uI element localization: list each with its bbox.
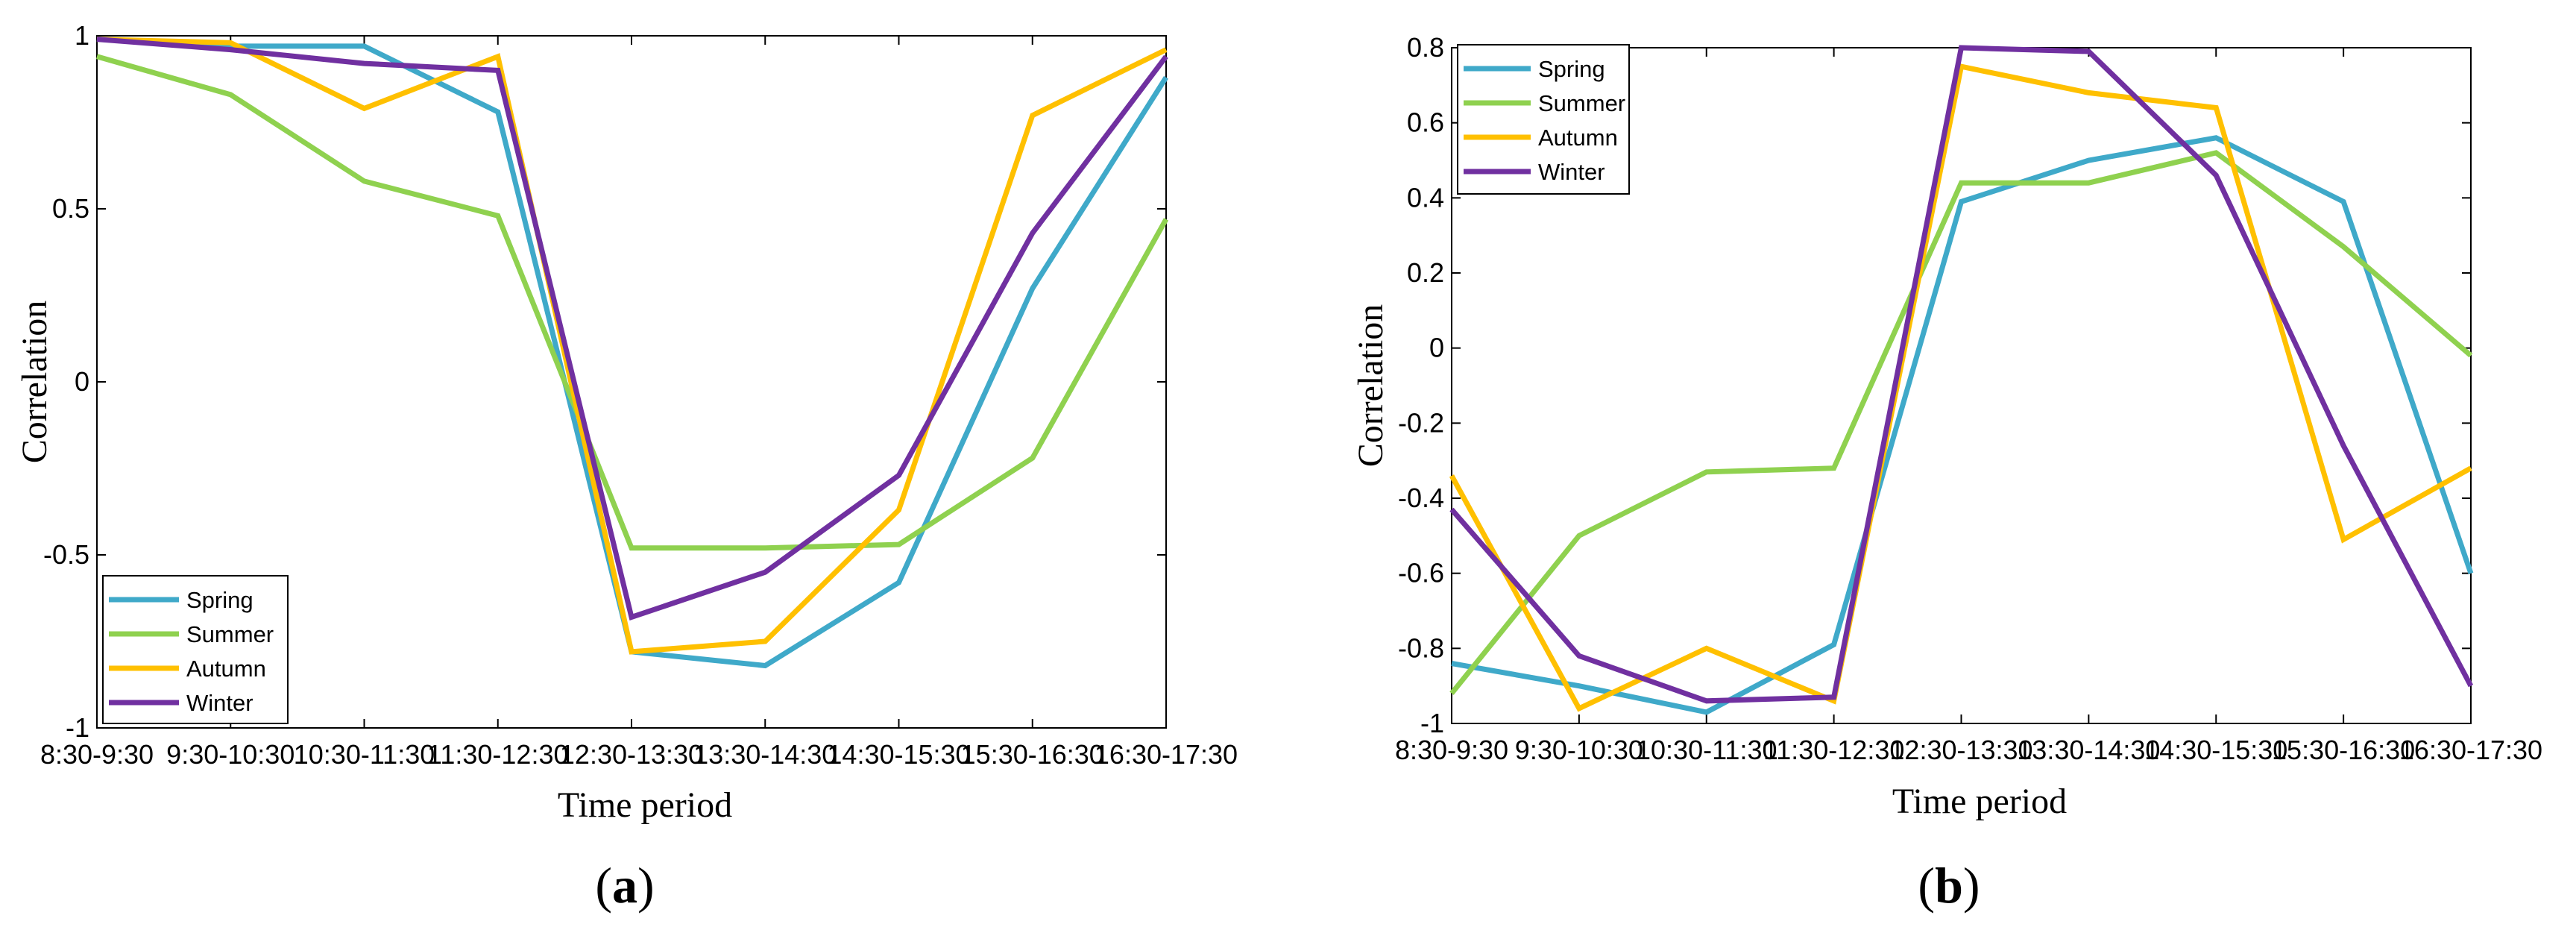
y-axis-a: -1 -0.5 0 0.5 1 — [43, 20, 1166, 743]
legend-label-summer-a: Summer — [186, 621, 274, 647]
x-tick-label-a: 12:30-13:30 — [560, 739, 703, 770]
panel-label-b: (b) — [1918, 857, 1980, 914]
x-tick-label-a: 9:30-10:30 — [166, 739, 295, 770]
chart-panel-a: -1 -0.5 0 0.5 1 8:30-9:30 9:30-10:3010:30-11:… — [15, 20, 1238, 914]
x-tick-label-a: 15:30-16:30 — [961, 739, 1104, 770]
y-axis-title-b: Correlation — [1351, 304, 1391, 468]
legend-label-spring-b: Spring — [1538, 56, 1605, 82]
x-tick-label-b: 11:30-12:30 — [1763, 735, 1905, 765]
x-axis-title-b: Time period — [1892, 782, 2067, 821]
y-tick-label-a: -1 — [66, 712, 89, 743]
series-line-winter-a — [96, 37, 1168, 621]
x-tick-label-b: 15:30-16:30 — [2272, 735, 2415, 765]
x-tick-label-b: 14:30-15:30 — [2144, 735, 2287, 765]
series-line-summer-a — [96, 54, 1169, 551]
x-tick-label-a: 16:30-17:30 — [1095, 739, 1238, 770]
y-axis-b: -1 -0.8 -0.6 -0.4 -0.2 0 0.2 0.4 0.6 0.8 — [1398, 32, 2471, 738]
legend-b: Spring Summer Autumn Winter — [1457, 44, 1630, 195]
legend-label-summer-b: Summer — [1538, 90, 1625, 116]
y-tick-label-b: 0.2 — [1407, 257, 1444, 288]
series-line-summer-b — [1449, 150, 2473, 695]
y-tick-label-a: 1 — [75, 20, 89, 51]
legend-label-winter-b: Winter — [1538, 159, 1605, 185]
y-tick-label-b: -0.8 — [1398, 632, 1444, 663]
x-tick-label-a: 13:30-14:30 — [693, 739, 837, 770]
y-tick-label-a: 0.5 — [52, 193, 89, 224]
y-tick-label-a: 0 — [75, 366, 89, 397]
legend-label-autumn-a: Autumn — [186, 656, 266, 682]
x-tick-label-b: 10:30-11:30 — [1636, 735, 1777, 765]
chart-panel-b: -1 -0.8 -0.6 -0.4 -0.2 0 0.2 0.4 0.6 0.8 8:30-9:3… — [1351, 32, 2542, 914]
y-tick-label-b: -1 — [1420, 708, 1444, 738]
y-tick-label-b: 0 — [1429, 333, 1444, 363]
y-tick-label-a: -0.5 — [43, 539, 89, 570]
x-tick-label-a: 11:30-12:30 — [427, 739, 569, 770]
y-tick-label-b: -0.2 — [1398, 407, 1444, 438]
series-group-a — [96, 37, 1169, 669]
x-tick-label-b: 16:30-17:30 — [2399, 735, 2542, 765]
legend-label-autumn-b: Autumn — [1538, 125, 1618, 151]
x-tick-label-b: 12:30-13:30 — [1889, 735, 2032, 765]
x-axis-a: 8:30-9:30 9:30-10:3010:30-11:3011:30-12:3… — [40, 36, 1238, 770]
series-group-b — [1449, 45, 2474, 715]
panel-letter-a: a — [612, 857, 637, 914]
y-tick-label-b: 0.6 — [1407, 107, 1444, 138]
x-tick-label-b: 13:30-14:30 — [2017, 735, 2160, 765]
panel-label-a: (a) — [595, 857, 654, 914]
series-line-spring-b — [1451, 135, 2474, 715]
panel-letter-b: b — [1935, 857, 1963, 914]
legend-a: Spring Summer Autumn Winter — [102, 575, 289, 724]
x-tick-label-a: 14:30-15:30 — [827, 739, 970, 770]
x-axis-title-a: Time period — [558, 785, 732, 825]
y-axis-title-a: Correlation — [15, 301, 54, 464]
x-tick-label-b: 8:30-9:30 — [1395, 735, 1508, 765]
series-line-autumn-b — [1449, 63, 2472, 712]
y-tick-label-b: -0.4 — [1398, 483, 1444, 513]
legend-label-winter-a: Winter — [186, 690, 253, 716]
y-tick-label-b: 0.4 — [1407, 182, 1444, 213]
y-tick-label-b: -0.6 — [1398, 558, 1444, 588]
y-tick-label-b: 0.8 — [1407, 32, 1444, 63]
x-tick-label-a: 8:30-9:30 — [40, 739, 154, 770]
x-tick-label-a: 10:30-11:30 — [294, 739, 435, 770]
series-line-autumn-a — [96, 37, 1168, 655]
x-tick-label-b: 9:30-10:30 — [1515, 735, 1643, 765]
legend-label-spring-a: Spring — [186, 587, 253, 613]
series-line-winter-b — [1449, 45, 2474, 704]
x-axis-b: 8:30-9:30 9:30-10:3010:30-11:3011:30-12:3… — [1395, 48, 2542, 765]
